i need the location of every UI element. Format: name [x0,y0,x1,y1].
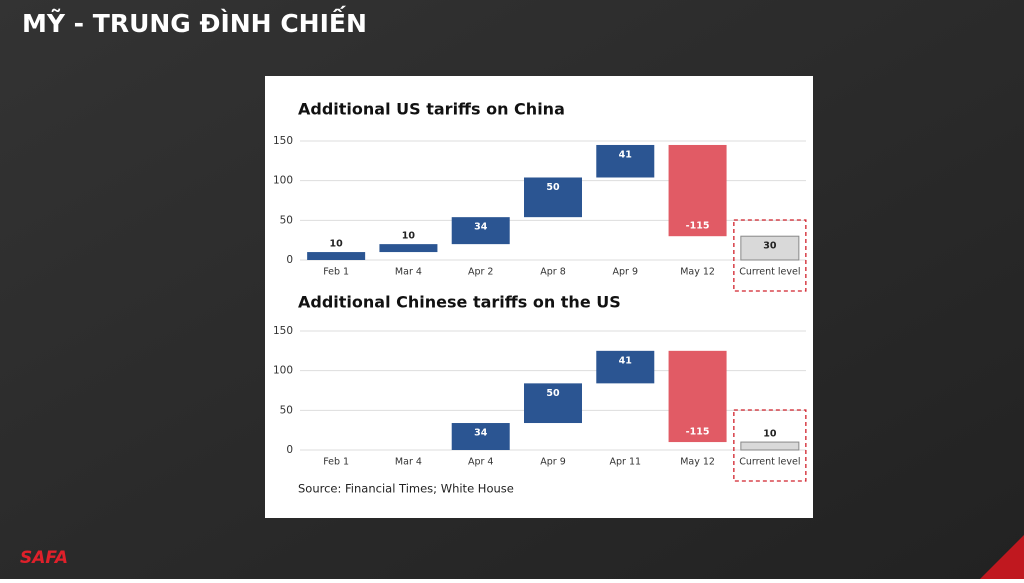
corner-decoration [980,535,1024,579]
bar [307,252,366,260]
y-tick-label: 50 [280,404,293,416]
x-tick-label: Feb 1 [323,267,349,278]
x-tick-label: Feb 1 [323,457,349,468]
x-tick-label: May 12 [680,457,715,468]
value-label: 34 [474,428,488,439]
bar [524,177,582,218]
slide-title: MỸ - TRUNG ĐÌNH CHIẾN [22,5,367,38]
highlight-box [733,219,807,292]
y-tick-label: 0 [286,444,293,456]
x-tick-label: Apr 9 [540,457,566,468]
bar [379,244,438,253]
value-label: 10 [402,231,416,242]
bar [596,144,655,178]
y-tick-label: 100 [273,365,293,377]
value-label: 50 [546,388,560,399]
x-tick-label: Apr 8 [540,267,566,278]
value-label: 10 [330,239,344,250]
bar [451,217,510,245]
value-label: 34 [474,222,488,233]
y-tick-label: 150 [273,135,293,147]
bar [524,383,582,424]
x-tick-label: Current level [739,267,800,278]
value-label: -115 [686,221,710,232]
x-tick-label: May 12 [680,267,715,278]
bar [740,235,800,261]
bar [668,350,727,443]
value-label: 30 [763,241,777,252]
value-label: 50 [546,182,560,193]
x-tick-label: Current level [739,457,800,468]
source: Source: Financial Times; White House [298,482,514,496]
value-label: 41 [619,355,632,366]
value-label: 10 [763,429,777,440]
x-tick-label: Apr 9 [613,267,639,278]
value-label: -115 [686,427,710,438]
x-tick-label: Apr 2 [468,267,494,278]
value-label: 41 [619,149,632,160]
y-tick-label: 50 [280,214,293,226]
x-tick-label: Mar 4 [395,267,422,278]
bar [596,350,655,384]
x-tick-label: Mar 4 [395,457,422,468]
bar [451,423,510,450]
chart-title: Additional Chinese tariffs on the US [298,293,621,312]
highlight-box [733,409,807,482]
bar [668,144,727,237]
y-tick-label: 0 [286,254,293,266]
bar [740,441,800,451]
y-tick-label: 150 [273,325,293,337]
logo: SAFA [20,548,68,568]
y-tick-label: 100 [273,175,293,187]
x-tick-label: Apr 4 [468,457,494,468]
x-tick-label: Apr 11 [610,457,642,468]
chart-title: Additional US tariffs on China [298,100,565,119]
